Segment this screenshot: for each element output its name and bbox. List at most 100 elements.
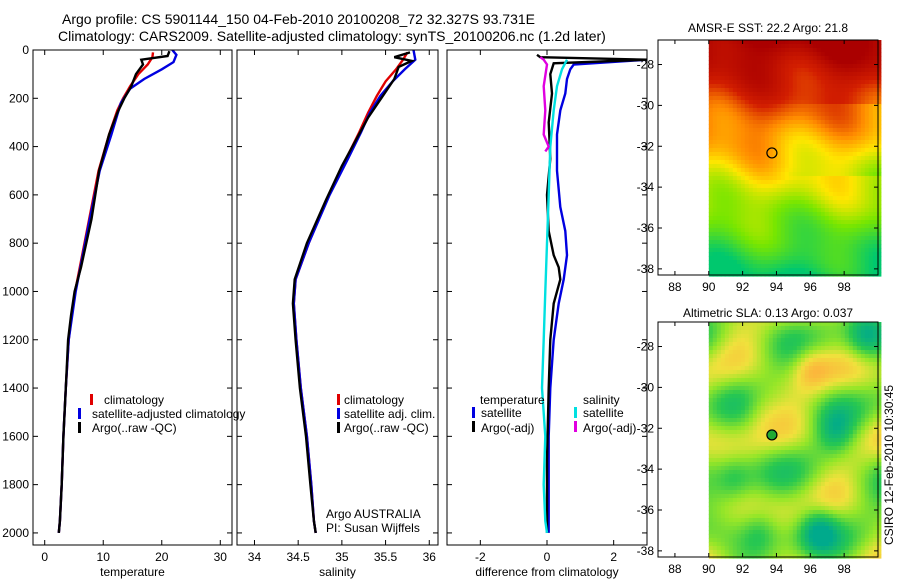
map-cell bbox=[741, 172, 746, 177]
map-cell bbox=[801, 442, 806, 447]
map-cell bbox=[789, 168, 794, 173]
map-cell bbox=[757, 514, 762, 519]
map-cell bbox=[869, 60, 874, 65]
map-cell bbox=[845, 204, 850, 209]
map-cell bbox=[869, 514, 874, 519]
map-cell bbox=[757, 482, 762, 487]
map-cell bbox=[837, 156, 842, 161]
map-cell bbox=[837, 252, 842, 257]
map-cell bbox=[805, 172, 810, 177]
map-cell bbox=[841, 224, 846, 229]
map-cell bbox=[805, 240, 810, 245]
map-cell bbox=[721, 116, 726, 121]
map-cell bbox=[753, 232, 758, 237]
map-cell bbox=[829, 454, 834, 459]
map-cell bbox=[741, 410, 746, 415]
map-cell bbox=[745, 350, 750, 355]
map-cell bbox=[813, 216, 818, 221]
map-cell bbox=[773, 44, 778, 49]
map-cell bbox=[785, 494, 790, 499]
map-cell bbox=[869, 410, 874, 415]
map-cell bbox=[741, 176, 746, 181]
map-cell bbox=[793, 156, 798, 161]
map-cell bbox=[745, 454, 750, 459]
map-cell bbox=[729, 330, 734, 335]
map-cell bbox=[777, 100, 782, 105]
map-cell bbox=[717, 378, 722, 383]
map-cell bbox=[821, 458, 826, 463]
map-cell bbox=[733, 64, 738, 69]
map-cell bbox=[717, 458, 722, 463]
map-cell bbox=[797, 212, 802, 217]
map-cell bbox=[801, 454, 806, 459]
map-cell bbox=[797, 482, 802, 487]
map-cell bbox=[745, 176, 750, 181]
map-cell bbox=[725, 228, 730, 233]
map-cell bbox=[817, 390, 822, 395]
map-cell bbox=[737, 252, 742, 257]
map-cell bbox=[733, 354, 738, 359]
map-cell bbox=[721, 366, 726, 371]
map-cell bbox=[853, 240, 858, 245]
map-cell bbox=[781, 394, 786, 399]
map-cell bbox=[789, 526, 794, 531]
map-cell bbox=[729, 236, 734, 241]
map-cell bbox=[745, 48, 750, 53]
map-cell bbox=[869, 506, 874, 511]
map-cell bbox=[749, 450, 754, 455]
map-cell bbox=[821, 322, 826, 327]
map-cell bbox=[837, 422, 842, 427]
map-cell bbox=[877, 378, 882, 383]
map-cell bbox=[721, 144, 726, 149]
map-cell bbox=[861, 334, 866, 339]
map-cell bbox=[737, 172, 742, 177]
map-cell bbox=[793, 56, 798, 61]
map-cell bbox=[733, 244, 738, 249]
map-cell bbox=[817, 212, 822, 217]
map-cell bbox=[713, 176, 718, 181]
map-cell bbox=[749, 522, 754, 527]
map-cell bbox=[797, 180, 802, 185]
map-cell bbox=[837, 120, 842, 125]
map-cell bbox=[833, 370, 838, 375]
map-cell bbox=[801, 446, 806, 451]
map-cell bbox=[813, 338, 818, 343]
map-cell bbox=[805, 342, 810, 347]
map-cell bbox=[745, 168, 750, 173]
map-cell bbox=[777, 426, 782, 431]
map-cell bbox=[785, 466, 790, 471]
map-cell bbox=[833, 498, 838, 503]
map-cell bbox=[853, 510, 858, 515]
map-cell bbox=[877, 52, 882, 57]
map-cell bbox=[709, 192, 714, 197]
map-cell bbox=[877, 386, 882, 391]
map-cell bbox=[713, 200, 718, 205]
map-cell bbox=[817, 40, 822, 45]
map-cell bbox=[785, 506, 790, 511]
map-cell bbox=[785, 398, 790, 403]
map-cell bbox=[809, 322, 814, 327]
map-cell bbox=[853, 502, 858, 507]
map-cell bbox=[821, 514, 826, 519]
map-cell bbox=[717, 422, 722, 427]
map-cell bbox=[717, 84, 722, 89]
map-cell bbox=[793, 454, 798, 459]
map-cell bbox=[873, 394, 878, 399]
map-cell bbox=[709, 144, 714, 149]
map-cell bbox=[813, 498, 818, 503]
map-cell bbox=[837, 128, 842, 133]
map-cell bbox=[869, 490, 874, 495]
map-cell bbox=[817, 184, 822, 189]
map-cell bbox=[849, 382, 854, 387]
map-cell bbox=[733, 342, 738, 347]
map-cell bbox=[865, 156, 870, 161]
map-cell bbox=[813, 240, 818, 245]
map-cell bbox=[845, 498, 850, 503]
map-cell bbox=[861, 410, 866, 415]
map-cell bbox=[873, 350, 878, 355]
map-cell bbox=[729, 498, 734, 503]
map-cell bbox=[733, 44, 738, 49]
map-cell bbox=[761, 502, 766, 507]
map-cell bbox=[861, 160, 866, 165]
map-cell bbox=[709, 140, 714, 145]
